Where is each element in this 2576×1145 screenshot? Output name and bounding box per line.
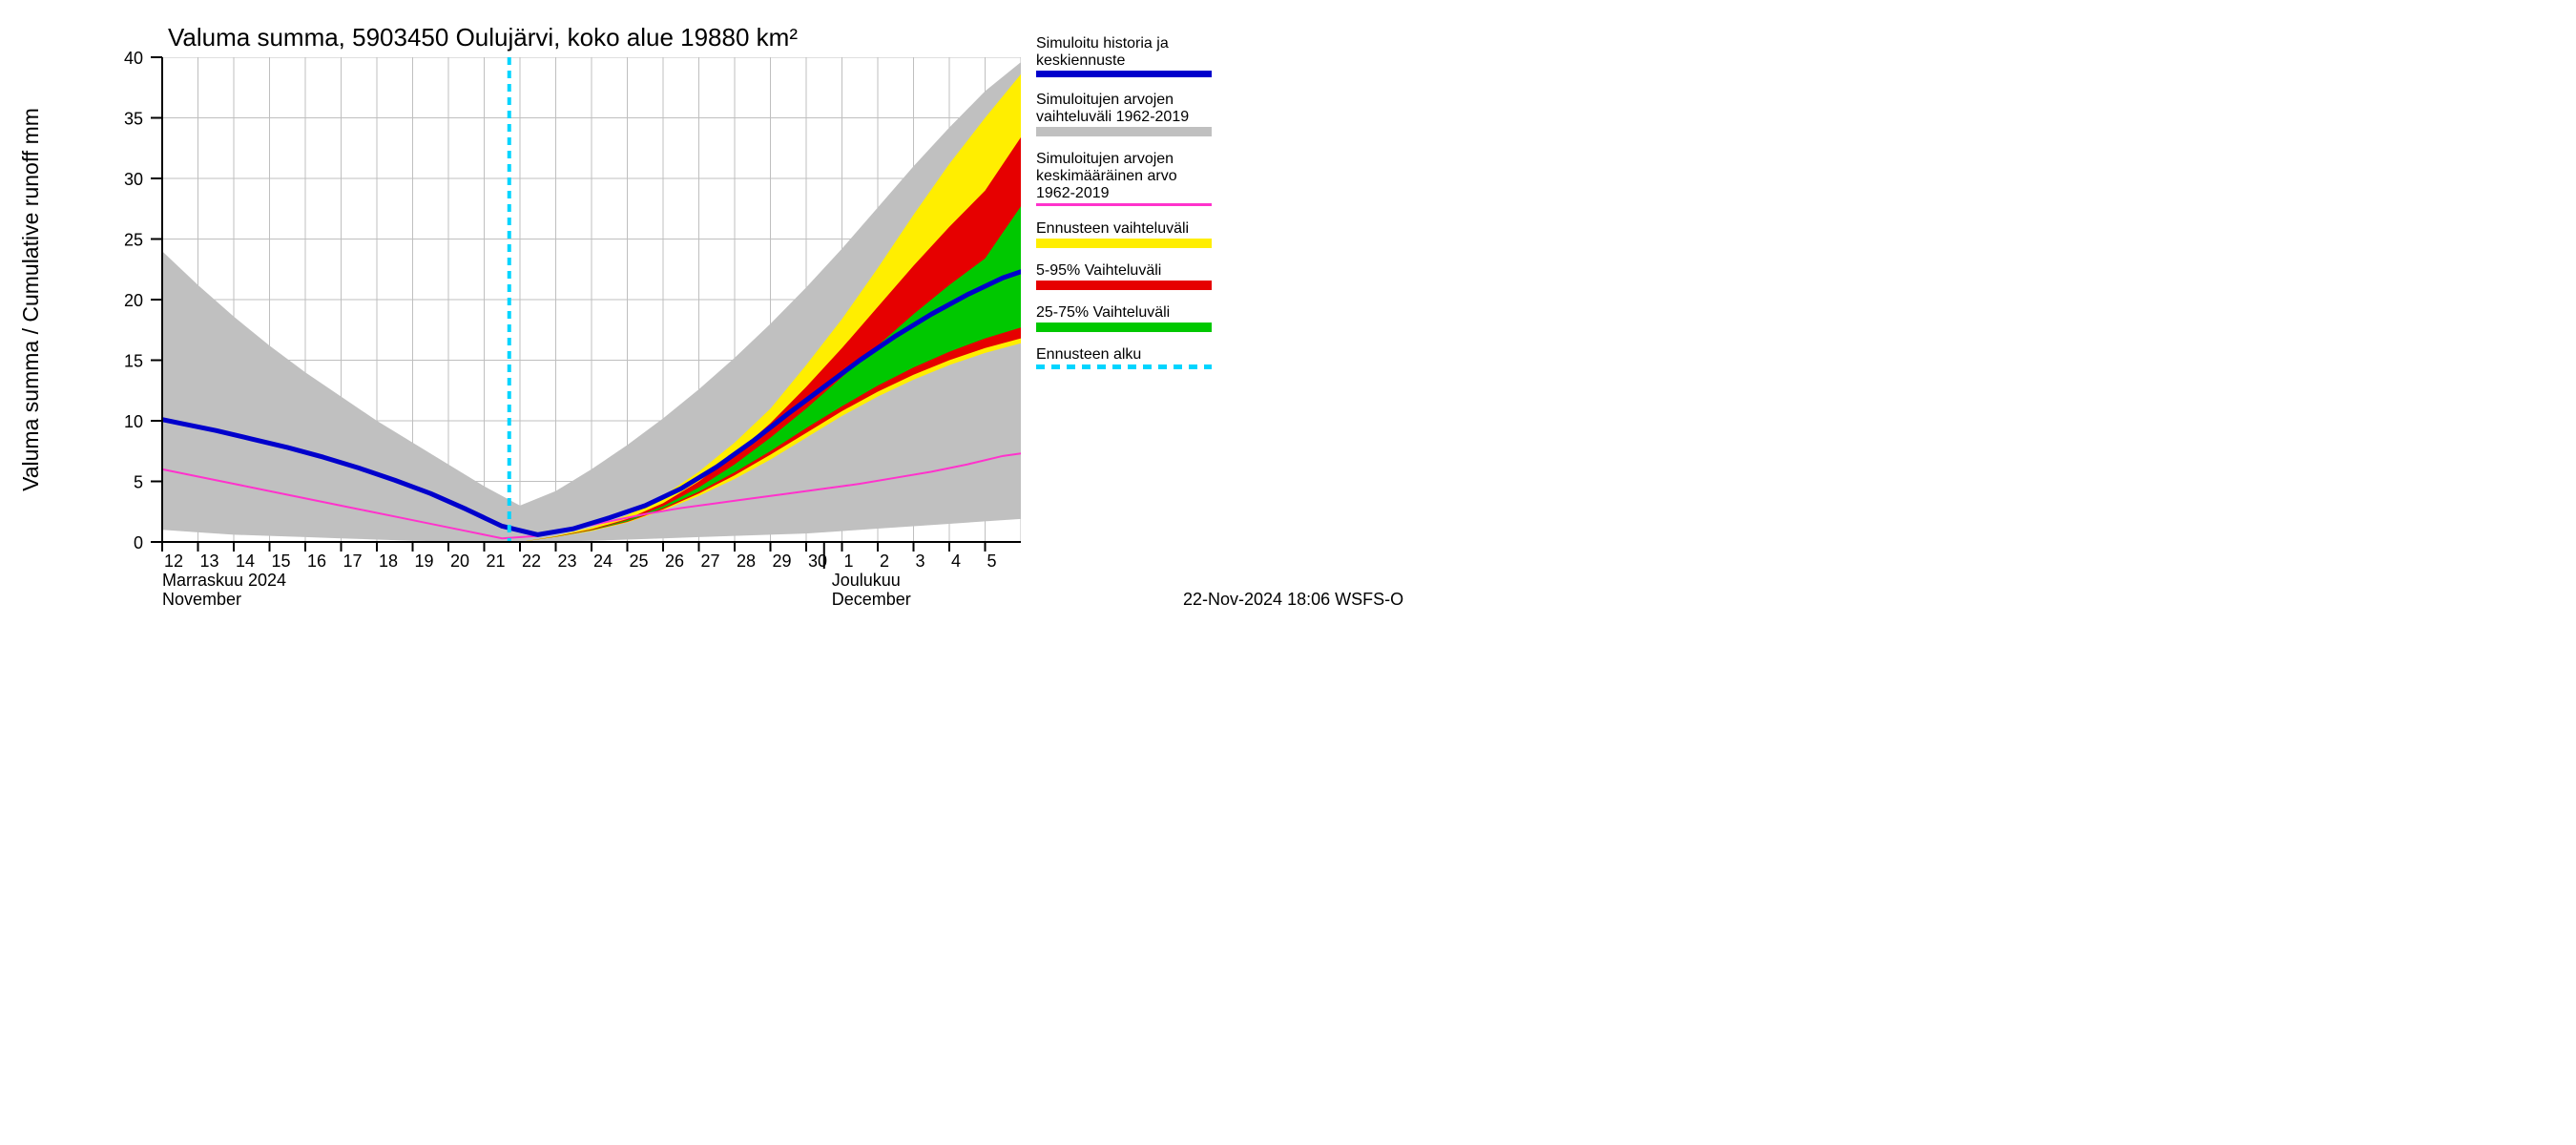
legend-label: keskimääräinen arvo: [1036, 168, 1177, 184]
x-tick-label: 20: [450, 552, 469, 571]
x-tick-label: 26: [665, 552, 684, 571]
month-label-right-1: Joulukuu: [832, 571, 901, 590]
x-tick-label: 22: [522, 552, 541, 571]
chart-container: 0510152025303540121314151617181920212223…: [0, 0, 1431, 636]
y-tick-label: 30: [124, 170, 143, 189]
legend-swatch: [1036, 127, 1212, 136]
x-tick-label: 15: [272, 552, 291, 571]
legend-swatch: [1036, 281, 1212, 290]
month-label-right-2: December: [832, 590, 911, 609]
chart-svg: 0510152025303540121314151617181920212223…: [0, 0, 1431, 636]
x-tick-label: 3: [916, 552, 925, 571]
legend-swatch: [1036, 239, 1212, 248]
y-tick-label: 5: [134, 473, 143, 492]
x-tick-label: 25: [630, 552, 649, 571]
y-tick-label: 35: [124, 110, 143, 129]
y-tick-label: 10: [124, 412, 143, 431]
x-tick-label: 1: [844, 552, 854, 571]
x-tick-label: 14: [236, 552, 255, 571]
y-tick-label: 25: [124, 231, 143, 250]
x-tick-label: 4: [951, 552, 961, 571]
legend-label: Ennusteen alku: [1036, 346, 1141, 363]
y-tick-label: 0: [134, 533, 143, 552]
x-tick-label: 24: [593, 552, 613, 571]
legend-label: keskiennuste: [1036, 52, 1125, 69]
chart-title: Valuma summa, 5903450 Oulujärvi, koko al…: [168, 23, 798, 52]
y-tick-label: 20: [124, 291, 143, 310]
x-tick-label: 21: [487, 552, 506, 571]
y-tick-label: 15: [124, 352, 143, 371]
x-tick-label: 16: [307, 552, 326, 571]
legend-label: Simuloitujen arvojen: [1036, 92, 1174, 108]
legend-label: Simuloitu historia ja: [1036, 35, 1169, 52]
x-tick-label: 23: [558, 552, 577, 571]
legend-swatch: [1036, 323, 1212, 332]
x-tick-label: 19: [415, 552, 434, 571]
y-axis-label: Valuma summa / Cumulative runoff mm: [18, 108, 43, 491]
legend-label: 1962-2019: [1036, 185, 1110, 201]
x-tick-label: 28: [737, 552, 756, 571]
legend-label: Simuloitujen arvojen: [1036, 151, 1174, 167]
month-label-left-2: November: [162, 590, 241, 609]
month-label-left-1: Marraskuu 2024: [162, 571, 286, 590]
x-tick-label: 17: [343, 552, 363, 571]
x-tick-label: 13: [200, 552, 219, 571]
legend-label: 5-95% Vaihteluväli: [1036, 262, 1161, 279]
legend-label: vaihteluväli 1962-2019: [1036, 109, 1189, 125]
x-tick-label: 18: [379, 552, 398, 571]
chart-footer: 22-Nov-2024 18:06 WSFS-O: [1183, 590, 1403, 609]
x-tick-label: 27: [701, 552, 720, 571]
legend-label: 25-75% Vaihteluväli: [1036, 304, 1170, 321]
legend-label: Ennusteen vaihteluväli: [1036, 220, 1189, 237]
x-tick-label: 2: [880, 552, 889, 571]
y-tick-label: 40: [124, 49, 143, 68]
x-tick-label: 29: [773, 552, 792, 571]
x-tick-label: 5: [987, 552, 997, 571]
x-tick-label: 12: [164, 552, 183, 571]
